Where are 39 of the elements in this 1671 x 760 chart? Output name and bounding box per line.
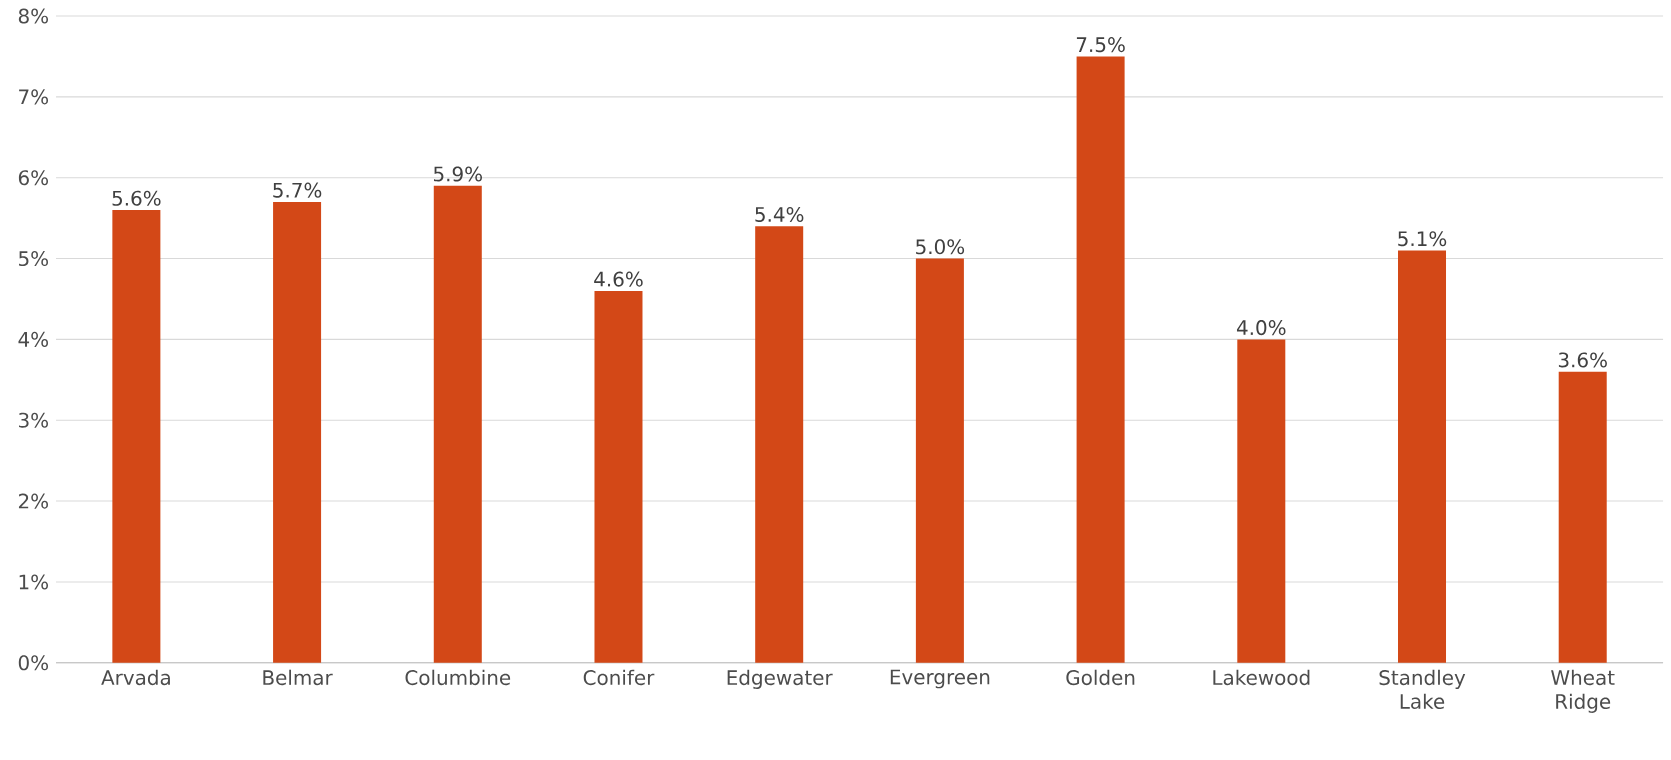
bar: [112, 209, 161, 663]
x-tick-label: Edgewater: [727, 669, 833, 689]
x-tick-label: Standley Lake: [1379, 669, 1466, 709]
data-label: 5.9%: [434, 166, 482, 182]
bar: [915, 258, 964, 663]
y-tick-label: 5%: [19, 250, 49, 267]
y-tick-label: 7%: [19, 89, 49, 105]
x-tick-label: Wheat Ridge: [1551, 669, 1615, 713]
y-tick-label: 4%: [18, 331, 49, 347]
y-tick-label: 3%: [19, 412, 49, 428]
bar: [1237, 339, 1286, 663]
x-tick-label: Conifer: [583, 669, 655, 686]
data-label: 7.5%: [1076, 37, 1125, 53]
bar: [1398, 250, 1447, 663]
data-label: 5.1%: [1398, 231, 1447, 247]
x-tick-label: Columbine: [405, 669, 511, 686]
x-tick-label: Arvada: [101, 669, 170, 686]
data-label: 3.6%: [1558, 352, 1607, 368]
y-tick-label: 1%: [19, 574, 49, 590]
x-tick-label: Belmar: [263, 669, 333, 686]
x-tick-label: Lakewood: [1213, 669, 1310, 686]
bar: [1558, 371, 1607, 663]
x-tick-label: Golden: [1066, 669, 1135, 686]
data-label: 5.0%: [916, 239, 965, 255]
y-tick-label: 6%: [18, 170, 49, 186]
y-tick-label: 2%: [18, 493, 49, 509]
bar: [755, 226, 804, 663]
y-tick-label: 0%: [18, 655, 49, 671]
data-label: 5.7%: [273, 182, 322, 198]
data-label: 5.4%: [755, 206, 804, 222]
data-label: 4.0%: [1236, 320, 1286, 336]
bar: [1076, 56, 1125, 663]
x-tick-label: Evergreen: [890, 669, 990, 689]
data-label: 5.6%: [112, 190, 161, 206]
data-label: 4.6%: [594, 271, 643, 287]
bar: [594, 290, 643, 663]
y-tick-label: 8%: [18, 8, 49, 24]
bar: [433, 185, 482, 663]
bar: [273, 201, 322, 663]
